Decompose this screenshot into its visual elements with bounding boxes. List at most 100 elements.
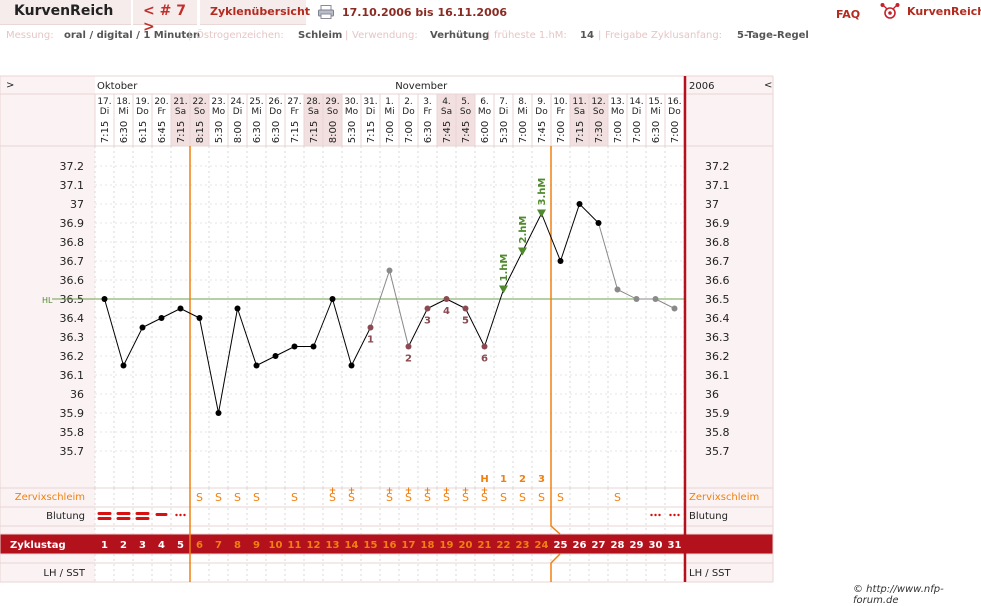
y-tick-label-left: 36.6 [60,274,85,287]
cycle-day-label: Zyklustag [10,540,66,551]
y-tick-label-right: 36.1 [705,369,730,382]
mucus-symbol: S [348,491,355,504]
y-tick-label-left: 36.9 [60,217,85,230]
high-measurement-label: 2.hM [518,216,529,244]
peak-marker: 3 [538,474,545,485]
mucus-symbol: S [215,491,222,504]
weekday-label: Sa [574,107,585,117]
weekend-shade [437,94,456,146]
weekday-label: Fr [423,107,432,117]
weekend-shade [570,94,589,146]
y-tick-label-right: 35.8 [705,426,730,439]
high-measurement-label: 3.hM [537,178,548,206]
weekday-label: Di [366,107,375,117]
printer-icon[interactable] [318,5,334,19]
cycle-overview-tab[interactable]: Zyklenübersicht [200,0,310,25]
weekday-label: Mi [118,107,128,117]
usage-label: Verwendung: [352,30,418,41]
cycle-day-number: 19 [440,540,454,551]
cycle-number[interactable]: < # 7 > [143,3,186,35]
mucus-plus-mark: + [329,486,337,496]
weekday-label: So [194,107,206,117]
cycle-overview-link[interactable]: Zyklenübersicht [210,5,311,18]
date-label: 19. [135,97,149,107]
mucus-symbol: S [291,491,298,504]
temperature-line-segment [655,298,675,309]
weekday-label: Mo [212,107,226,117]
weekday-label: Mo [345,107,359,117]
weekday-label: Di [499,107,508,117]
mucus-label-right: Zervixschleim [689,492,759,503]
y-tick-label-right: 35.7 [705,445,730,458]
y-tick-label-right: 36.5 [705,293,730,306]
bleeding-spotting-dot [677,513,680,517]
temperature-line-segment [484,289,504,347]
time-label: 7:00 [613,121,624,143]
cycle-day-number: 6 [196,540,203,551]
cycle-day-number: 3 [139,540,146,551]
time-label: 6:30 [651,121,662,143]
time-label: 7:45 [442,121,453,143]
cycle-day-number: 30 [649,540,663,551]
date-label: 30. [344,97,358,107]
y-tick-label-left: 36.4 [60,312,85,325]
time-label: 7:00 [556,121,567,143]
date-label: 3. [423,97,432,107]
date-label: 22. [192,97,206,107]
cycle-day-number: 29 [630,540,644,551]
bleeding-heavy-mark [135,512,150,515]
temperature-line-segment [199,317,219,414]
scroll-right-button[interactable]: < [764,80,772,91]
month-label: November [395,81,448,92]
time-label: 7:00 [385,121,396,143]
earliest-value: 14 [580,30,594,41]
date-label: 2. [404,97,413,107]
peak-marker: 1 [500,474,507,485]
y-tick-label-left: 36.7 [60,255,85,268]
y-tick-label-right: 36.9 [705,217,730,230]
temperature-point [652,296,659,302]
low-temp-number: 6 [481,354,488,365]
temperature-line-segment [503,251,523,290]
temperature-point [196,315,203,321]
date-range: 17.10.2006 bis 16.11.2006 [342,6,508,19]
mucus-symbol: S [538,491,545,504]
scroll-left-button[interactable]: > [6,80,14,91]
date-label: 10. [553,97,567,107]
evaluation-line [550,553,561,582]
bleeding-label-left: Blutung [46,511,85,522]
mucus-symbol: S [481,491,488,504]
temperature-point [405,343,412,350]
bleeding-spotting-dot [183,513,186,517]
hl-label: HL [42,296,53,305]
temperature-point [253,362,260,369]
bleeding-heavy-mark [97,512,112,515]
temperature-point [310,343,317,350]
lh-label-right: LH / SST [689,568,732,579]
time-label: 5:30 [347,121,358,143]
estrogen-value: Schleim [298,30,343,41]
mucus-symbol: S [462,491,469,504]
weekend-shade [323,94,342,146]
brand-tab[interactable]: KurvenReich [0,0,131,25]
cycle-day-number: 7 [215,540,222,551]
cycle-navigator[interactable]: < # 7 > [133,0,197,35]
time-label: 5:30 [499,121,510,143]
weekend-shade [190,94,209,146]
settings-summary: Messung: oral / digital / 1 Minuten | Ös… [0,30,981,44]
date-label: 16. [667,97,681,107]
time-label: 7:15 [366,121,377,143]
bleeding-heavy-mark [116,517,131,520]
cycle-day-number: 8 [234,540,241,551]
time-label: 6:30 [423,121,434,143]
high-measurement-marker [499,285,508,294]
y-tick-label-left: 36 [70,388,84,401]
date-label: 27. [287,97,301,107]
faq-link[interactable]: FAQ [836,8,861,21]
temperature-point [139,324,146,331]
temperature-line-segment [218,308,238,414]
mucus-symbol: S [424,491,431,504]
temperature-point [329,296,336,302]
date-label: 12. [591,97,605,107]
